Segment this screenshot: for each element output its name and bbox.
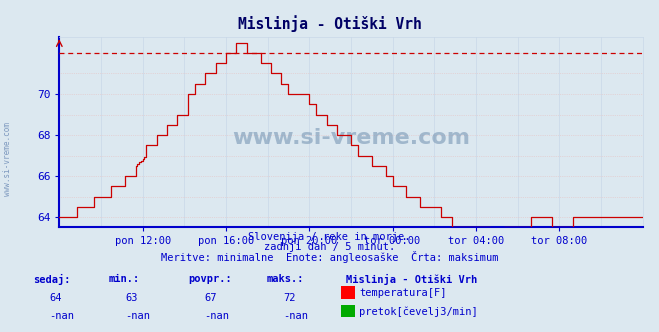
Text: povpr.:: povpr.: <box>188 274 231 284</box>
Text: temperatura[F]: temperatura[F] <box>359 288 447 298</box>
Text: Mislinja - Otiški Vrh: Mislinja - Otiški Vrh <box>238 15 421 32</box>
Text: 67: 67 <box>204 293 217 303</box>
Text: Mislinja - Otiški Vrh: Mislinja - Otiški Vrh <box>346 274 477 285</box>
Text: min.:: min.: <box>109 274 140 284</box>
Text: -nan: -nan <box>283 311 308 321</box>
Text: www.si-vreme.com: www.si-vreme.com <box>3 123 13 196</box>
Text: Meritve: minimalne  Enote: angleosaške  Črta: maksimum: Meritve: minimalne Enote: angleosaške Čr… <box>161 251 498 263</box>
Text: 64: 64 <box>49 293 62 303</box>
Text: www.si-vreme.com: www.si-vreme.com <box>232 128 470 148</box>
Text: maks.:: maks.: <box>267 274 304 284</box>
Text: sedaj:: sedaj: <box>33 274 71 285</box>
Text: pretok[čevelj3/min]: pretok[čevelj3/min] <box>359 307 478 317</box>
Text: -nan: -nan <box>204 311 229 321</box>
Text: 72: 72 <box>283 293 296 303</box>
Text: Slovenija / reke in morje.: Slovenija / reke in morje. <box>248 232 411 242</box>
Text: zadnji dan / 5 minut.: zadnji dan / 5 minut. <box>264 242 395 252</box>
Text: -nan: -nan <box>125 311 150 321</box>
Text: 63: 63 <box>125 293 138 303</box>
Text: -nan: -nan <box>49 311 74 321</box>
